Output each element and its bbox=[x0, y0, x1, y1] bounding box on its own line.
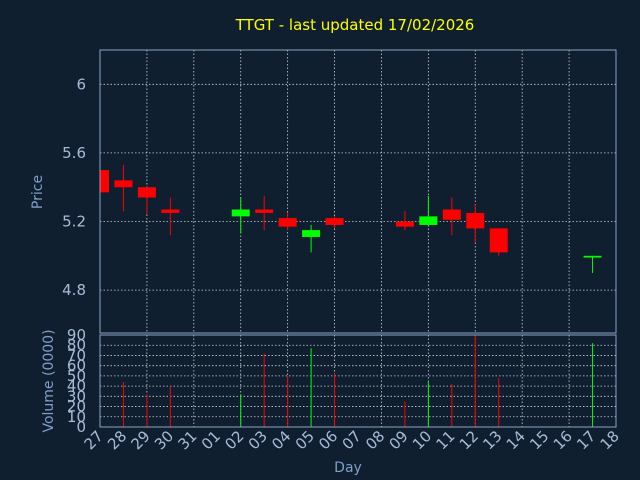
candle-body bbox=[419, 216, 438, 225]
price-axis-label: Price bbox=[30, 175, 46, 209]
volume-tick-label: 50 bbox=[67, 367, 86, 385]
x-tick-label: 16 bbox=[550, 427, 576, 453]
x-tick-label: 12 bbox=[456, 427, 482, 453]
x-tick-label: 17 bbox=[573, 427, 599, 453]
x-tick-label: 31 bbox=[174, 427, 200, 453]
candle-body bbox=[114, 180, 133, 188]
x-tick-label: 18 bbox=[597, 427, 623, 453]
volume-tick-label: 80 bbox=[67, 336, 86, 354]
volume-tick-label: 40 bbox=[67, 377, 86, 395]
x-axis-label: Day bbox=[334, 460, 362, 476]
candle-body bbox=[278, 218, 297, 227]
x-tick-label: 29 bbox=[128, 427, 154, 453]
volume-tick-label: 0 bbox=[76, 418, 86, 436]
price-tick-label: 4.8 bbox=[62, 281, 86, 299]
volume-tick-label: 60 bbox=[67, 357, 86, 375]
volume-axis-label: Volume (0000) bbox=[41, 329, 57, 432]
x-tick-label: 03 bbox=[245, 427, 271, 453]
x-axis: 2728293031010203040506070809101112131415… bbox=[81, 427, 623, 453]
x-tick-label: 13 bbox=[479, 427, 505, 453]
volume-tick-label: 70 bbox=[67, 346, 86, 364]
x-tick-label: 10 bbox=[409, 427, 435, 453]
x-tick-label: 01 bbox=[198, 427, 224, 453]
x-tick-label: 05 bbox=[292, 427, 318, 453]
candle-body bbox=[395, 221, 414, 227]
x-tick-label: 09 bbox=[386, 427, 412, 453]
x-tick-label: 14 bbox=[503, 427, 529, 453]
candle-body bbox=[583, 255, 602, 258]
price-frame bbox=[99, 49, 617, 334]
candle-body bbox=[231, 209, 250, 217]
volume-tick-label: 20 bbox=[67, 398, 86, 416]
candle-body bbox=[325, 218, 344, 225]
volume-tick-label: 10 bbox=[67, 408, 86, 426]
volume-frame bbox=[99, 334, 617, 428]
price-tick-label: 6 bbox=[76, 75, 86, 93]
candle-body bbox=[255, 209, 274, 213]
volume-tick-label: 90 bbox=[67, 326, 86, 344]
price-tick-label: 5.6 bbox=[62, 144, 86, 162]
candle-body bbox=[302, 230, 321, 237]
x-tick-label: 11 bbox=[432, 427, 458, 453]
x-tick-label: 06 bbox=[315, 427, 341, 453]
x-tick-label: 02 bbox=[221, 427, 247, 453]
candle-body bbox=[161, 209, 180, 213]
chart-title: TTGT - last updated 17/02/2026 bbox=[235, 16, 475, 34]
candle-body bbox=[489, 228, 508, 253]
candle-body bbox=[466, 212, 485, 229]
x-tick-label: 15 bbox=[526, 427, 552, 453]
x-tick-label: 28 bbox=[104, 427, 130, 453]
price-tick-label: 5.2 bbox=[62, 213, 86, 231]
x-tick-label: 08 bbox=[362, 427, 388, 453]
x-tick-label: 04 bbox=[268, 427, 294, 453]
x-tick-label: 07 bbox=[339, 427, 365, 453]
volume-tick-label: 30 bbox=[67, 387, 86, 405]
price-panel: 4.8 5.2 5.6 6 bbox=[62, 49, 617, 334]
candle-body bbox=[442, 209, 461, 220]
candle-body bbox=[137, 187, 156, 198]
candle-body bbox=[100, 170, 109, 193]
x-tick-label: 30 bbox=[151, 427, 177, 453]
